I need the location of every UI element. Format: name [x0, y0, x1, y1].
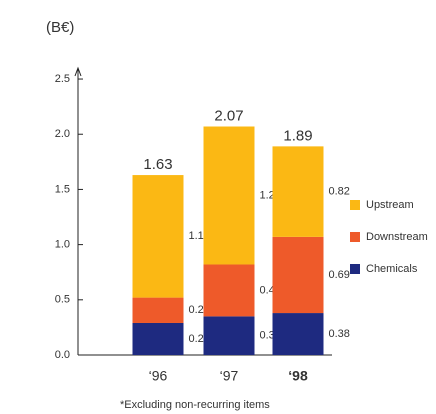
- total-label: 1.89: [283, 127, 312, 144]
- y-tick-label: 2.5: [55, 73, 70, 85]
- legend-swatch: [350, 200, 360, 210]
- total-label: 1.63: [143, 156, 172, 173]
- value-label: 0.38: [329, 328, 350, 340]
- bar-segment: [203, 316, 255, 355]
- value-label: 0.82: [329, 186, 350, 198]
- value-label: 0.69: [329, 269, 350, 281]
- bar-segment: [272, 236, 324, 314]
- bar-segment: [203, 264, 255, 317]
- bar-segment: [132, 297, 184, 323]
- axis-arrow: [74, 66, 82, 77]
- footnote: *Excluding non-recurring items: [120, 399, 270, 411]
- legend-label: Chemicals: [366, 263, 418, 275]
- x-tick-label: ‘97: [220, 368, 239, 384]
- legend-swatch: [350, 264, 360, 274]
- y-tick-label: 0.0: [55, 349, 70, 361]
- x-tick-label: ‘96: [149, 368, 168, 384]
- y-tick-label: 0.5: [55, 294, 70, 306]
- y-tick-label: 1.5: [55, 183, 70, 195]
- x-tick-label: ‘98: [288, 368, 308, 384]
- bar-segment: [132, 322, 184, 355]
- y-axis-label: (B€): [46, 19, 74, 36]
- legend-swatch: [350, 232, 360, 242]
- legend-label: Upstream: [366, 199, 414, 211]
- bar-segment: [272, 146, 324, 237]
- legend-label: Downstream: [366, 231, 428, 243]
- y-tick-label: 2.0: [55, 128, 70, 140]
- bar-segment: [272, 313, 324, 355]
- total-label: 2.07: [214, 107, 243, 124]
- bar-segment: [132, 175, 184, 298]
- bar-segment: [203, 126, 255, 265]
- y-tick-label: 1.0: [55, 239, 70, 251]
